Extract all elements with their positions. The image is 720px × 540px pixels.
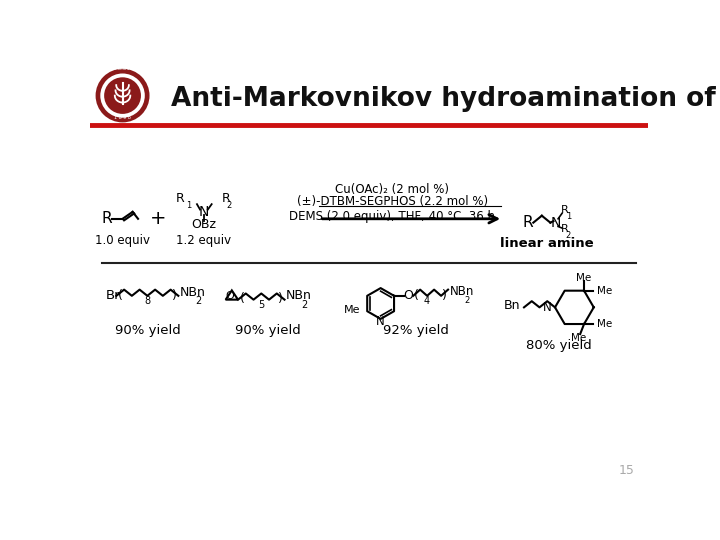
Text: ): ) bbox=[172, 288, 177, 301]
Text: N: N bbox=[377, 315, 385, 328]
Text: Br: Br bbox=[106, 289, 120, 302]
Text: OBz: OBz bbox=[192, 219, 217, 232]
Text: 1 8 9 8: 1 8 9 8 bbox=[114, 116, 131, 120]
Text: (: ( bbox=[414, 288, 419, 301]
Text: N: N bbox=[199, 205, 209, 219]
Text: R: R bbox=[102, 211, 112, 226]
Text: 90% yield: 90% yield bbox=[235, 324, 301, 337]
Text: 8: 8 bbox=[144, 296, 150, 306]
Text: 2: 2 bbox=[302, 300, 308, 309]
Text: 1: 1 bbox=[566, 212, 571, 221]
Circle shape bbox=[104, 77, 141, 114]
Text: Me: Me bbox=[577, 273, 592, 282]
Text: R: R bbox=[222, 192, 230, 205]
Text: Me: Me bbox=[344, 305, 361, 315]
Text: 2: 2 bbox=[464, 296, 469, 305]
Text: O: O bbox=[225, 291, 234, 301]
Text: 80% yield: 80% yield bbox=[526, 339, 592, 353]
Text: NBn: NBn bbox=[180, 286, 206, 299]
Text: O: O bbox=[402, 289, 413, 302]
Text: +: + bbox=[150, 210, 166, 228]
Text: 1.0 equiv: 1.0 equiv bbox=[95, 234, 150, 247]
Text: N: N bbox=[551, 215, 561, 230]
Text: R: R bbox=[176, 192, 184, 205]
Text: R: R bbox=[561, 205, 569, 214]
Text: 2: 2 bbox=[566, 231, 571, 240]
Text: 15: 15 bbox=[619, 464, 635, 477]
Text: Me: Me bbox=[597, 319, 613, 329]
Text: Me: Me bbox=[597, 286, 613, 296]
Circle shape bbox=[97, 70, 148, 121]
Text: 2: 2 bbox=[195, 296, 202, 306]
Text: Me: Me bbox=[571, 333, 586, 343]
Text: 90% yield: 90% yield bbox=[115, 324, 181, 337]
Text: DEMS (2.0 equiv), THF, 40 °C. 36 h: DEMS (2.0 equiv), THF, 40 °C. 36 h bbox=[289, 210, 495, 223]
Text: ): ) bbox=[442, 288, 446, 301]
Text: R: R bbox=[561, 224, 569, 234]
Text: 1.2 equiv: 1.2 equiv bbox=[176, 234, 232, 247]
Text: ): ) bbox=[278, 292, 283, 306]
Text: 1: 1 bbox=[186, 201, 192, 210]
Text: Anti-Markovnikov hydroamination of terminal olefin: Anti-Markovnikov hydroamination of termi… bbox=[171, 86, 720, 112]
Text: 5: 5 bbox=[258, 300, 264, 310]
Circle shape bbox=[100, 73, 145, 118]
Text: (±)-DTBM-SEGPHOS (2.2 mol %): (±)-DTBM-SEGPHOS (2.2 mol %) bbox=[297, 194, 488, 207]
Text: Cu(OAc)₂ (2 mol %): Cu(OAc)₂ (2 mol %) bbox=[336, 183, 449, 196]
Text: PEKING UNIVERSITY: PEKING UNIVERSITY bbox=[98, 66, 147, 71]
Text: NBn: NBn bbox=[449, 286, 474, 299]
Text: (: ( bbox=[118, 288, 122, 301]
Circle shape bbox=[100, 73, 145, 118]
Text: 2: 2 bbox=[226, 201, 232, 210]
Circle shape bbox=[97, 70, 148, 121]
Text: NBn: NBn bbox=[286, 289, 312, 302]
Text: Bn: Bn bbox=[503, 299, 520, 312]
Text: 92% yield: 92% yield bbox=[382, 324, 449, 337]
Text: linear amine: linear amine bbox=[500, 237, 594, 250]
Text: N: N bbox=[543, 301, 552, 314]
Text: R: R bbox=[523, 215, 534, 230]
Text: (: ( bbox=[240, 292, 244, 306]
Text: 4: 4 bbox=[424, 296, 430, 306]
